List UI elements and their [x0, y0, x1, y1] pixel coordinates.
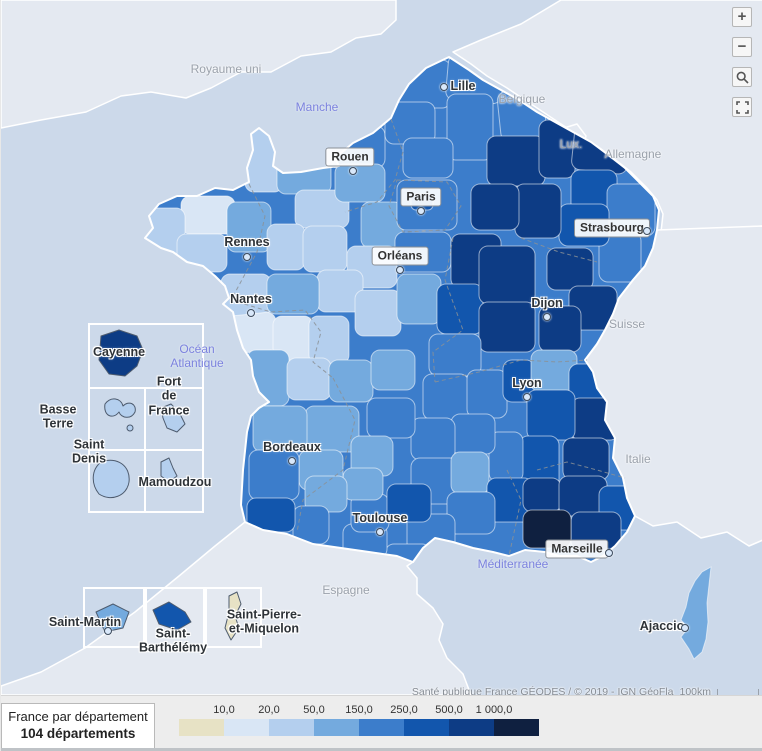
- city-marker-saint-martin: [104, 627, 112, 635]
- city-marker-strasbourg: [643, 227, 651, 235]
- legend-swatch-7: [494, 719, 539, 736]
- city-marker-marseille: [605, 549, 613, 557]
- martinique-shape: [160, 403, 186, 433]
- corsica-shape[interactable]: [680, 566, 712, 660]
- legend-threshold: 150,0: [345, 704, 373, 716]
- guadeloupe-islet: [126, 424, 134, 432]
- city-marker-lyon: [523, 393, 531, 401]
- legend-swatch-6: [449, 719, 494, 736]
- legend-swatch-1: [224, 719, 269, 736]
- city-marker-bordeaux: [288, 457, 296, 465]
- city-marker-dijon: [543, 313, 551, 321]
- legend-swatch-3: [314, 719, 359, 736]
- legend-swatch-2: [269, 719, 314, 736]
- saint-barthelemy-shape: [152, 601, 192, 631]
- window-bottom-edge: [1, 748, 762, 751]
- land-royaume-uni: [1, 0, 397, 129]
- overseas-territories[interactable]: [92, 329, 242, 641]
- legend: 10,0 20,0 50,0 150,0 250,0 500,0 1 000,0: [179, 704, 541, 738]
- bottom-bar: France par département 104 départements …: [1, 695, 762, 751]
- legend-threshold: 250,0: [390, 704, 418, 716]
- city-marker-toulouse: [376, 528, 384, 536]
- legend-swatch-4: [359, 719, 404, 736]
- department-count: 104 départements: [20, 726, 136, 741]
- city-marker-nantes: [247, 309, 255, 317]
- city-marker-rouen: [349, 167, 357, 175]
- city-marker-rennes: [243, 253, 251, 261]
- reunion-shape: [92, 459, 130, 498]
- map-canvas[interactable]: Lille Rouen Paris Strasbourg Rennes Orléans Na…: [1, 0, 762, 698]
- inset-frames: [83, 323, 262, 648]
- magnifier-icon: [736, 71, 749, 84]
- city-marker-paris: [417, 207, 425, 215]
- legend-threshold: 10,0: [213, 704, 235, 716]
- legend-threshold: 20,0: [258, 704, 280, 716]
- fullscreen-button[interactable]: [732, 97, 752, 117]
- map-info-panel: France par département 104 départements: [1, 703, 155, 749]
- map-title: France par département: [8, 709, 148, 724]
- legend-threshold: 50,0: [303, 704, 325, 716]
- saint-martin-shape: [95, 603, 130, 633]
- city-marker-orleans: [396, 266, 404, 274]
- choropleth-map[interactable]: [1, 0, 762, 695]
- region-borders: [230, 118, 626, 557]
- zoom-out-button[interactable]: −: [732, 37, 752, 57]
- land-belgique-allemagne: [452, 0, 762, 233]
- zoom-in-button[interactable]: +: [732, 7, 752, 27]
- guadeloupe-shape: [104, 398, 136, 418]
- guyane-shape: [98, 329, 144, 377]
- legend-swatches: [179, 719, 539, 736]
- city-marker-lille: [440, 83, 448, 91]
- legend-threshold: 500,0: [435, 704, 463, 716]
- map-controls: + −: [732, 7, 752, 117]
- mayotte-shape: [160, 457, 178, 483]
- zoom-box-button[interactable]: [732, 67, 752, 87]
- legend-swatch-5: [404, 719, 449, 736]
- legend-swatch-0: [179, 719, 224, 736]
- saint-pierre-shape: [224, 591, 242, 641]
- legend-threshold: 1 000,0: [475, 704, 513, 716]
- city-marker-ajaccio: [681, 624, 689, 632]
- france-coastline: [144, 56, 660, 563]
- fullscreen-icon: [735, 100, 749, 114]
